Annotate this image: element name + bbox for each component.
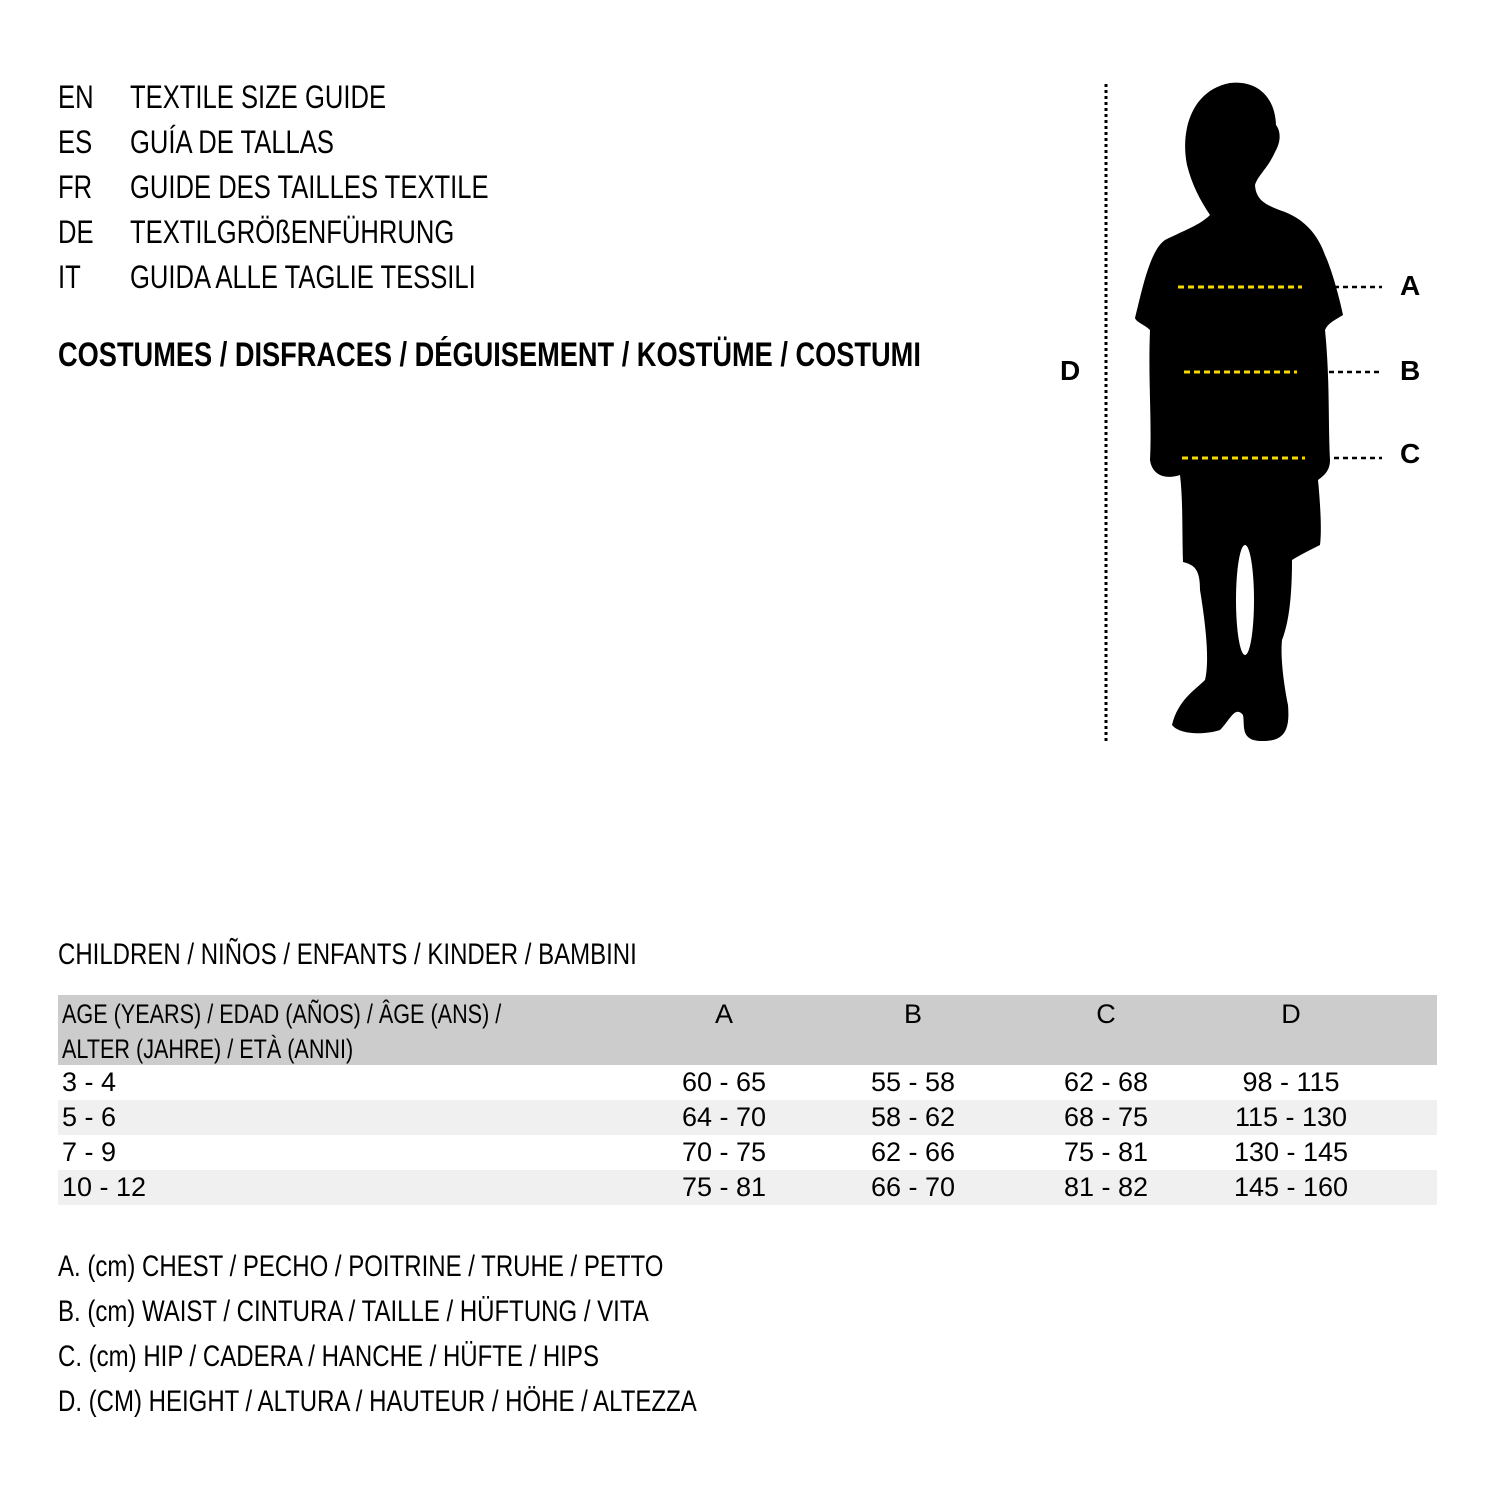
col-header-c: C (1096, 999, 1116, 1029)
col-header-b: B (903, 999, 923, 1029)
value-cell-a: 75 - 81 (681, 1172, 767, 1202)
legend-b: B. (cm) WAIST / CINTURA / TAILLE / HÜFTU… (58, 1295, 796, 1329)
age-header-line2: ALTER (JAHRE) / ETÀ (ANNI) (62, 1034, 354, 1064)
table-row: 3 - 4 60 - 65 55 - 58 62 - 68 98 - 115 (58, 1065, 1437, 1100)
label-c: C (1400, 438, 1421, 469)
lang-code: FR (58, 169, 93, 205)
age-header-line1: AGE (YEARS) / EDAD (AÑOS) / ÂGE (ANS) / (62, 999, 502, 1029)
group-heading: CHILDREN / NIÑOS / ENFANTS / KINDER / BA… (58, 938, 781, 972)
lang-title: GUIDE DES TAILLES TEXTILE (130, 169, 489, 205)
value-cell-c: 68 - 75 (1063, 1102, 1149, 1132)
lang-title: GUIDA ALLE TAGLIE TESSILI (130, 259, 476, 295)
lang-code: ES (58, 124, 93, 160)
lang-code: DE (58, 214, 94, 250)
child-silhouette-figure (1104, 82, 1382, 742)
category-heading: COSTUMES / DISFRACES / DÉGUISEMENT / KOS… (58, 336, 1137, 375)
lang-code: EN (58, 79, 94, 115)
legend-c: C. (cm) HIP / CADERA / HANCHE / HÜFTE / … (58, 1340, 734, 1374)
table-row: 10 - 12 75 - 81 66 - 70 81 - 82 145 - 160 (58, 1170, 1437, 1205)
legend-text: B. (cm) WAIST / CINTURA / TAILLE / HÜFTU… (58, 1295, 649, 1328)
table-row: 7 - 9 70 - 75 62 - 66 75 - 81 130 - 145 (58, 1135, 1437, 1170)
legend-d: D. (CM) HEIGHT / ALTURA / HAUTEUR / HÖHE… (58, 1385, 856, 1419)
value-cell-b: 66 - 70 (870, 1172, 956, 1202)
label-b: B (1400, 355, 1421, 386)
lang-title: GUÍA DE TALLAS (130, 124, 334, 160)
value-cell-a: 70 - 75 (681, 1137, 767, 1167)
value-cell-c: 81 - 82 (1063, 1172, 1149, 1202)
lang-title: TEXTILE SIZE GUIDE (130, 79, 387, 115)
lang-title: TEXTILGRÖßENFÜHRUNG (130, 214, 455, 250)
col-header-d: D (1281, 999, 1301, 1029)
age-cell: 10 - 12 (62, 1172, 147, 1202)
value-cell-a: 64 - 70 (681, 1102, 767, 1132)
value-cell-d: 115 - 130 (1234, 1102, 1348, 1132)
table-header: AGE (YEARS) / EDAD (AÑOS) / ÂGE (ANS) / … (58, 995, 1437, 1065)
value-cell-b: 58 - 62 (870, 1102, 956, 1132)
child-silhouette (1135, 82, 1343, 742)
label-d: D (1060, 355, 1081, 386)
table-row: 5 - 6 64 - 70 58 - 62 68 - 75 115 - 130 (58, 1100, 1437, 1135)
label-a: A (1400, 270, 1421, 301)
group-text: CHILDREN / NIÑOS / ENFANTS / KINDER / BA… (58, 938, 637, 971)
legend-text: C. (cm) HIP / CADERA / HANCHE / HÜFTE / … (58, 1340, 599, 1373)
value-cell-c: 62 - 68 (1063, 1067, 1149, 1097)
value-cell-d: 145 - 160 (1233, 1172, 1349, 1202)
age-cell: 3 - 4 (62, 1067, 117, 1097)
age-cell: 7 - 9 (62, 1137, 117, 1167)
col-header-a: A (714, 999, 734, 1029)
value-cell-d: 130 - 145 (1233, 1137, 1349, 1167)
value-cell-b: 55 - 58 (870, 1067, 956, 1097)
size-table: AGE (YEARS) / EDAD (AÑOS) / ÂGE (ANS) / … (58, 995, 1437, 1205)
lang-code: IT (58, 259, 81, 295)
value-cell-c: 75 - 81 (1063, 1137, 1149, 1167)
value-cell-b: 62 - 66 (870, 1137, 956, 1167)
category-text: COSTUMES / DISFRACES / DÉGUISEMENT / KOS… (58, 336, 921, 374)
legend-a: A. (cm) CHEST / PECHO / POITRINE / TRUHE… (58, 1250, 815, 1284)
legend-text: A. (cm) CHEST / PECHO / POITRINE / TRUHE… (58, 1250, 664, 1283)
age-header: AGE (YEARS) / EDAD (AÑOS) / ÂGE (ANS) / … (62, 997, 611, 1067)
value-cell-a: 60 - 65 (681, 1067, 767, 1097)
age-cell: 5 - 6 (62, 1102, 117, 1132)
legend-text: D. (CM) HEIGHT / ALTURA / HAUTEUR / HÖHE… (58, 1385, 697, 1418)
value-cell-d: 98 - 115 (1242, 1067, 1340, 1097)
